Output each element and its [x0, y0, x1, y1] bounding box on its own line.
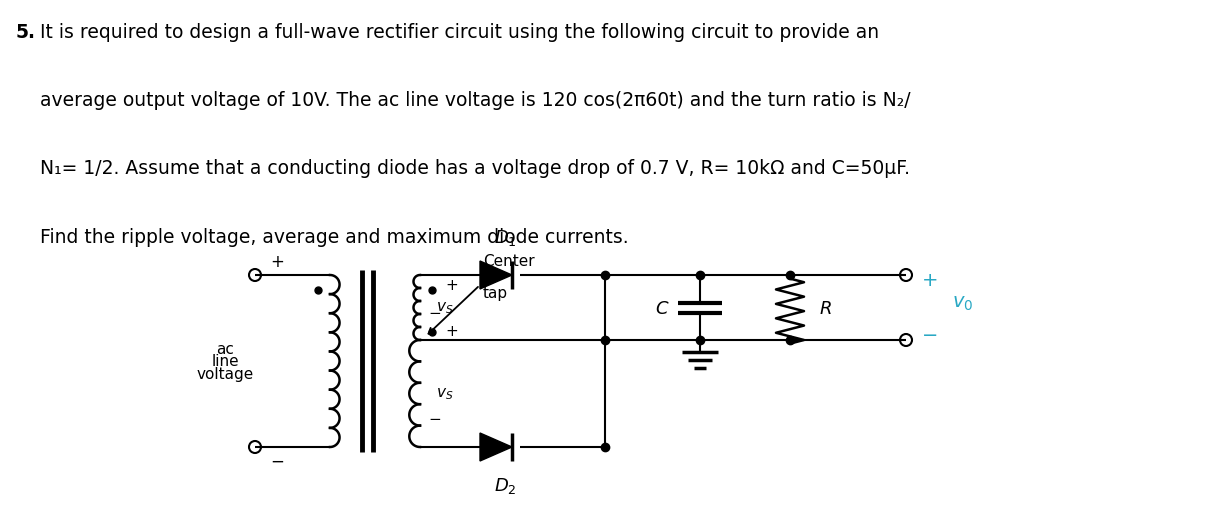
Text: −: −: [270, 452, 284, 470]
Text: −: −: [428, 305, 441, 320]
Text: $D_1$: $D_1$: [493, 228, 516, 247]
Text: voltage: voltage: [196, 366, 254, 381]
Text: +: +: [445, 323, 458, 338]
Text: +: +: [270, 252, 284, 271]
Text: C: C: [655, 299, 669, 317]
Text: −: −: [921, 326, 938, 345]
Text: ac: ac: [216, 342, 233, 357]
Text: $\mathit{v_0}$: $\mathit{v_0}$: [951, 293, 973, 313]
Text: +: +: [921, 271, 938, 290]
Text: tap: tap: [484, 285, 508, 300]
Text: line: line: [212, 354, 239, 369]
Text: 5.: 5.: [16, 23, 36, 42]
Text: $\mathit{v_S}$: $\mathit{v_S}$: [436, 386, 453, 401]
Text: $D_2$: $D_2$: [493, 475, 516, 495]
Text: −: −: [428, 412, 441, 427]
Text: +: +: [445, 278, 458, 293]
Polygon shape: [480, 433, 511, 461]
Text: average output voltage of 10V. The ac line voltage is 120 cos(2π60t) and the tur: average output voltage of 10V. The ac li…: [40, 91, 910, 110]
Polygon shape: [480, 262, 511, 289]
Text: It is required to design a full-wave rectifier circuit using the following circu: It is required to design a full-wave rec…: [40, 23, 879, 42]
Text: R: R: [820, 299, 833, 317]
Text: $\mathit{v_S}$: $\mathit{v_S}$: [436, 300, 453, 316]
Text: N₁= 1/2. Assume that a conducting diode has a voltage drop of 0.7 V, R= 10kΩ and: N₁= 1/2. Assume that a conducting diode …: [40, 159, 910, 178]
Text: Center: Center: [484, 254, 534, 269]
Text: Find the ripple voltage, average and maximum diode currents.: Find the ripple voltage, average and max…: [40, 227, 629, 246]
